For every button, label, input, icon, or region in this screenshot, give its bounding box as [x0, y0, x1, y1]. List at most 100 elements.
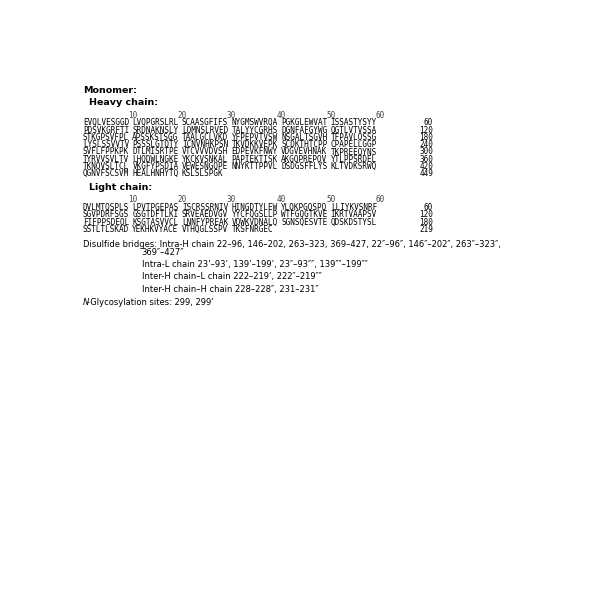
Text: YFPEPVTVSW: YFPEPVTVSW [232, 133, 278, 142]
Text: PGKGLEWVAT: PGKGLEWVAT [281, 118, 328, 127]
Text: KSLSLSPGK: KSLSLSPGK [182, 169, 224, 178]
Text: 30: 30 [227, 110, 236, 119]
Text: STKGPSVFPL: STKGPSVFPL [83, 133, 129, 142]
Text: NNYKTTPPVL: NNYKTTPPVL [232, 162, 278, 171]
Text: TKSFNRGEC: TKSFNRGEC [232, 225, 273, 234]
Text: PAPIEKTISK: PAPIEKTISK [232, 155, 278, 164]
Text: HEALHNHYTQ: HEALHNHYTQ [133, 169, 179, 178]
Text: APSSKSTSGG: APSSKSTSGG [133, 133, 179, 142]
Text: LQMNSLRVED: LQMNSLRVED [182, 125, 228, 134]
Text: Disulfide bridges: Intra-H chain 22–96, 146–202, 263–323, 369–427, 22″–96″, 146″: Disulfide bridges: Intra-H chain 22–96, … [83, 240, 500, 249]
Text: Inter-H chain–H chain 228–228″, 231–231″: Inter-H chain–H chain 228–228″, 231–231″ [142, 284, 318, 293]
Text: FIFPPSDEQL: FIFPPSDEQL [83, 218, 129, 227]
Text: 180: 180 [419, 133, 433, 142]
Text: 360: 360 [419, 155, 433, 164]
Text: ISCRSSRNIV: ISCRSSRNIV [182, 203, 228, 212]
Text: 50: 50 [326, 195, 335, 204]
Text: DSDGSFFLYS: DSDGSFFLYS [281, 162, 328, 171]
Text: Intra-L chain 23’–93’, 139’–199’, 23″–93″″, 139″″–199″″: Intra-L chain 23’–93’, 139’–199’, 23″–93… [142, 260, 368, 269]
Text: TYRVVSVLTV: TYRVVSVLTV [83, 155, 129, 164]
Text: TALYYCGRHS: TALYYCGRHS [232, 125, 278, 134]
Text: 40: 40 [277, 110, 286, 119]
Text: 369″–427″: 369″–427″ [142, 248, 184, 257]
Text: PDSVKGRFTI: PDSVKGRFTI [83, 125, 129, 134]
Text: EDPEVKFNWY: EDPEVKFNWY [232, 148, 278, 157]
Text: TKPREEQYNS: TKPREEQYNS [331, 148, 377, 157]
Text: Monomer:: Monomer: [83, 86, 137, 95]
Text: LVQPGRSLRL: LVQPGRSLRL [133, 118, 179, 127]
Text: LNNFYPREAK: LNNFYPREAK [182, 218, 228, 227]
Text: TKVDKKVEPK: TKVDKKVEPK [232, 140, 278, 149]
Text: NSGALTSGVH: NSGALTSGVH [281, 133, 328, 142]
Text: KSGTASVVCL: KSGTASVVCL [133, 218, 179, 227]
Text: 60: 60 [424, 203, 433, 212]
Text: 10: 10 [128, 110, 137, 119]
Text: SGVPDRFSGS: SGVPDRFSGS [83, 210, 129, 219]
Text: ICNVNHKPSN: ICNVNHKPSN [182, 140, 228, 149]
Text: YYCFQGSLLP: YYCFQGSLLP [232, 210, 278, 219]
Text: QDSKDSTYSL: QDSKDSTYSL [331, 218, 377, 227]
Text: SRVEAEDVGV: SRVEAEDVGV [182, 210, 228, 219]
Text: CPAPELLGGP: CPAPELLGGP [331, 140, 377, 149]
Text: DGNFAFGYWG: DGNFAFGYWG [281, 125, 328, 134]
Text: HINGDTYLEW: HINGDTYLEW [232, 203, 278, 212]
Text: NYGMSWVRQA: NYGMSWVRQA [232, 118, 278, 127]
Text: GSGTDFTLKI: GSGTDFTLKI [133, 210, 179, 219]
Text: LYSLSSVVTV: LYSLSSVVTV [83, 140, 129, 149]
Text: 60: 60 [424, 118, 433, 127]
Text: 120: 120 [419, 125, 433, 134]
Text: VTCVVVDVSH: VTCVVVDVSH [182, 148, 228, 157]
Text: SCDKTHTCPP: SCDKTHTCPP [281, 140, 328, 149]
Text: SVFLFPPKPK: SVFLFPPKPK [83, 148, 129, 157]
Text: YKCKVSNKAL: YKCKVSNKAL [182, 155, 228, 164]
Text: KLTVDKSRWQ: KLTVDKSRWQ [331, 162, 377, 171]
Text: 60: 60 [376, 110, 385, 119]
Text: LPVTPGEPAS: LPVTPGEPAS [133, 203, 179, 212]
Text: Heavy chain:: Heavy chain: [89, 98, 158, 107]
Text: 30: 30 [227, 195, 236, 204]
Text: 40: 40 [277, 195, 286, 204]
Text: 50: 50 [326, 110, 335, 119]
Text: VKGFYPSDIA: VKGFYPSDIA [133, 162, 179, 171]
Text: 300: 300 [419, 148, 433, 157]
Text: WTFGQGTKVE: WTFGQGTKVE [281, 210, 328, 219]
Text: TKNQVSLTCL: TKNQVSLTCL [83, 162, 129, 171]
Text: SSTLTLSKAD: SSTLTLSKAD [83, 225, 129, 234]
Text: VTHQGLSSPV: VTHQGLSSPV [182, 225, 228, 234]
Text: N: N [83, 298, 89, 307]
Text: VQWKVDNALQ: VQWKVDNALQ [232, 218, 278, 227]
Text: LHQDWLNGKE: LHQDWLNGKE [133, 155, 179, 164]
Text: YLQKPGQSPQ: YLQKPGQSPQ [281, 203, 328, 212]
Text: QGNVFSCSVM: QGNVFSCSVM [83, 169, 129, 178]
Text: ISSASTYSYY: ISSASTYSYY [331, 118, 377, 127]
Text: PSSSLGTQTY: PSSSLGTQTY [133, 140, 179, 149]
Text: YEKHKVYACE: YEKHKVYACE [133, 225, 179, 234]
Text: TFPAVLQSSG: TFPAVLQSSG [331, 133, 377, 142]
Text: EVQLVESGGD: EVQLVESGGD [83, 118, 129, 127]
Text: 60: 60 [376, 195, 385, 204]
Text: SGNSQESVTE: SGNSQESVTE [281, 218, 328, 227]
Text: AKGQPREPQV: AKGQPREPQV [281, 155, 328, 164]
Text: 120: 120 [419, 210, 433, 219]
Text: SRDNAKNSLY: SRDNAKNSLY [133, 125, 179, 134]
Text: 20: 20 [178, 195, 187, 204]
Text: SCAASGFIFS: SCAASGFIFS [182, 118, 228, 127]
Text: 219: 219 [419, 225, 433, 234]
Text: LLIYKVSNRF: LLIYKVSNRF [331, 203, 377, 212]
Text: 10: 10 [128, 195, 137, 204]
Text: VEWESNGQPE: VEWESNGQPE [182, 162, 228, 171]
Text: 420: 420 [419, 162, 433, 171]
Text: 180: 180 [419, 218, 433, 227]
Text: YTLPPSRDEL: YTLPPSRDEL [331, 155, 377, 164]
Text: Inter-H chain–L chain 222–219’, 222″–219″″: Inter-H chain–L chain 222–219’, 222″–219… [142, 272, 322, 281]
Text: 449: 449 [419, 169, 433, 178]
Text: -Glycosylation sites: 299, 299’: -Glycosylation sites: 299, 299’ [86, 298, 214, 307]
Text: Light chain:: Light chain: [89, 183, 152, 192]
Text: IKRTVAAPSV: IKRTVAAPSV [331, 210, 377, 219]
Text: TAALGCLVKD: TAALGCLVKD [182, 133, 228, 142]
Text: VDGVEVHNAK: VDGVEVHNAK [281, 148, 328, 157]
Text: DVLMTQSPLS: DVLMTQSPLS [83, 203, 129, 212]
Text: DTLMISRTPE: DTLMISRTPE [133, 148, 179, 157]
Text: 20: 20 [178, 110, 187, 119]
Text: 240: 240 [419, 140, 433, 149]
